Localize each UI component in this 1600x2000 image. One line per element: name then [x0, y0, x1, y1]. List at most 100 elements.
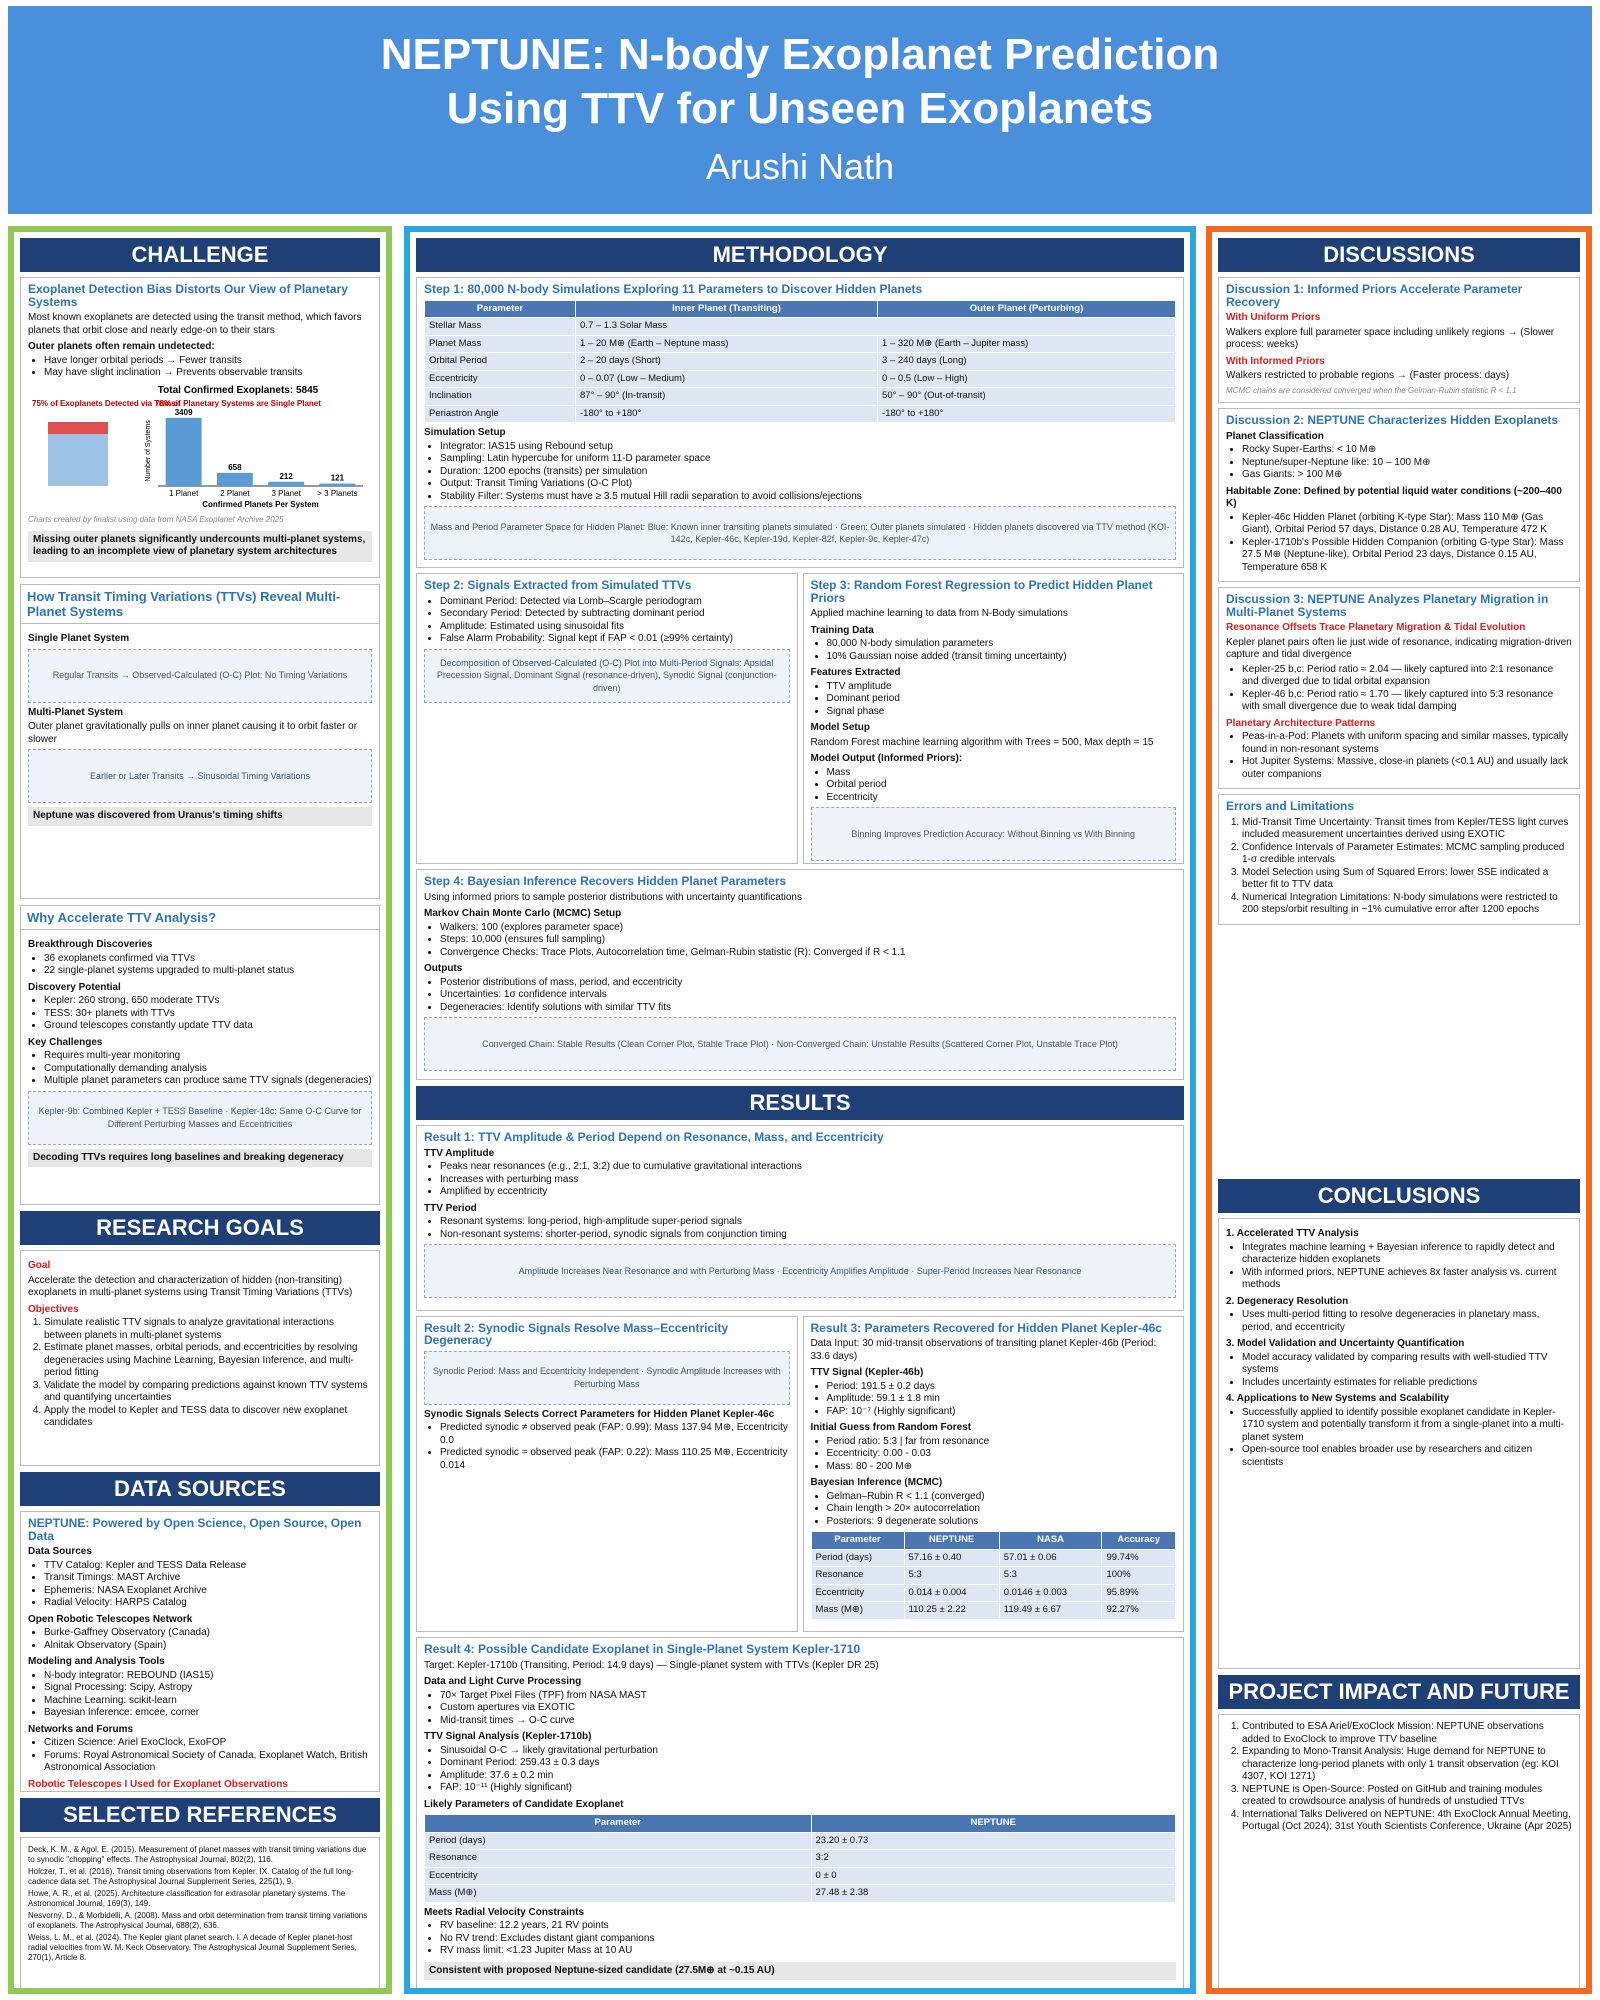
highlight-heading: Objectives — [28, 1303, 79, 1315]
list-item: Orbital period — [827, 779, 1177, 792]
x-tick-label: 1 Planet — [169, 489, 199, 498]
reference: Weiss, L. M., et al. (2024). The Kepler … — [28, 1933, 357, 1962]
table-cell: -180° to +180° — [877, 404, 1176, 423]
section: METHODOLOGY Step 1: 80,000 N-body Simulat… — [416, 238, 1184, 1080]
table-row: Period (days) 23.20 ± 0.73 — [424, 1831, 1177, 1851]
header-cell: Inner Planet (Transiting) — [575, 299, 879, 318]
list-item: Chain length > 20× autocorrelation — [827, 1503, 1177, 1516]
list: Predicted synodic ≠ observed peak (FAP: … — [424, 1422, 790, 1472]
section-body: Step 1: 80,000 N-body Simulations Explor… — [416, 272, 1184, 1080]
section-body: Contributed to ESA Ariel/ExoClock Missio… — [1218, 1709, 1580, 1988]
bar — [216, 472, 253, 486]
header-cell: NEPTUNE — [810, 1814, 1177, 1833]
list-item: Amplitude: 59.1 ± 1.8 min — [827, 1393, 1177, 1406]
list: Rocky Super-Earths: < 10 M⊕Neptune/super… — [1226, 444, 1572, 482]
section-title: DATA SOURCES — [20, 1472, 380, 1506]
list-item: Rocky Super-Earths: < 10 M⊕ — [1242, 444, 1572, 457]
highlight-heading: Resonance Offsets Trace Planetary Migrat… — [1226, 622, 1526, 633]
table-cell: 0.7 – 1.3 Solar Mass — [575, 317, 1176, 336]
figure: Mass and Period Parameter Space for Hidd… — [424, 506, 1176, 560]
list: 36 exoplanets confirmed via TTVs22 singl… — [28, 953, 372, 978]
highlight-heading: Planetary Architecture Patterns — [1226, 717, 1376, 729]
list-item: Simulate realistic TTV signals to analyz… — [44, 1317, 372, 1342]
panel-heading: Discussion 1: Informed Priors Accelerate… — [1226, 282, 1523, 309]
table-cell: 87° – 90° (In-transit) — [575, 387, 879, 406]
table-cell: 2 – 20 days (Short) — [575, 352, 879, 371]
list-item: Steps: 10,000 (ensures full sampling) — [440, 934, 1176, 947]
panel-heading: Result 2: Synodic Signals Resolve Mass–E… — [424, 1320, 729, 1348]
table-row: Eccentricity 0 – 0.07 (Low – Medium) 0 – 0… — [423, 369, 1176, 388]
callout: Decoding TTVs requires long baselines an… — [28, 1148, 372, 1167]
figure: Earlier or Later Transits → Sinusoidal T… — [28, 749, 372, 803]
list-item: 80,000 N-body simulation parameters — [827, 638, 1177, 651]
subheading: Data and Light Curve Processing — [424, 1676, 582, 1688]
subheading: Networks and Forums — [28, 1723, 134, 1735]
list: N-body integrator: REBOUND (IAS15)Signal… — [28, 1670, 372, 1720]
author: Arushi Nath — [705, 146, 895, 187]
list: Posterior distributions of mass, period,… — [424, 977, 1176, 1015]
list: Mid-Transit Time Uncertainty: Transit ti… — [1226, 817, 1572, 917]
value-label: 121 — [331, 473, 345, 482]
table-cell: Eccentricity — [423, 369, 577, 388]
table-cell: Stellar Mass — [423, 317, 577, 336]
list-item: Burke-Gaffney Observatory (Canada) — [44, 1627, 372, 1640]
list-item: Apply the model to Kepler and TESS data … — [44, 1405, 372, 1430]
list-item: Eccentricity: 0.00 - 0.03 — [827, 1448, 1177, 1461]
section-title: RESEARCH GOALS — [20, 1211, 380, 1245]
list-item: Kepler-1710b's Possible Hidden Companion… — [1242, 537, 1572, 575]
table-cell: 5:3 — [903, 1566, 1000, 1585]
panel-heading: Exoplanet Detection Bias Distorts Our Vi… — [28, 282, 348, 309]
x-tick-label: 2 Planet — [220, 489, 250, 498]
list-item: Gas Giants: > 100 M⊕ — [1242, 469, 1572, 482]
list-item: Uses multi-period fitting to resolve deg… — [1242, 1309, 1572, 1334]
bar — [268, 481, 305, 486]
panel: Single Planet System Regular Transits → O… — [20, 623, 380, 899]
list-item: Ground telescopes constantly update TTV … — [44, 1020, 372, 1033]
list-item: TTV Catalog: Kepler and TESS Data Releas… — [44, 1560, 372, 1573]
list-item: Mass — [827, 767, 1177, 780]
header-cell: Accuracy — [1101, 1531, 1176, 1550]
list-item: Integrates machine learning + Bayesian i… — [1242, 1242, 1572, 1267]
list-item: Ephemeris: NASA Exoplanet Archive — [44, 1585, 372, 1598]
paragraph: Walkers explore full parameter space inc… — [1226, 326, 1555, 351]
section-title: CONCLUSIONS — [1218, 1179, 1580, 1213]
list-item: Period ratio: 5:3 | far from resonance — [827, 1436, 1177, 1449]
list: Integrates machine learning + Bayesian i… — [1226, 1242, 1572, 1292]
section-body: Exoplanet Detection Bias Distorts Our Vi… — [20, 272, 380, 578]
panel: Step 2: Signals Extracted from Simulated… — [416, 573, 798, 864]
panel-heading: Step 1: 80,000 N-body Simulations Explor… — [424, 282, 923, 296]
list-item: Machine Learning: scikit-learn — [44, 1695, 372, 1708]
chart-title: Total Confirmed Exoplanets: 5845 — [158, 385, 319, 396]
table-row: Parameter NEPTUNE — [424, 1814, 1177, 1833]
section-body: Breakthrough Discoveries 36 exoplanets co… — [20, 929, 380, 1205]
header-cell: NASA — [998, 1531, 1103, 1550]
figure: Amplitude Increases Near Resonance and w… — [424, 1244, 1176, 1298]
subheading: Simulation Setup — [424, 427, 506, 438]
paragraph: Accelerate the detection and characteriz… — [28, 1274, 353, 1299]
paragraph: Walkers restricted to probable regions →… — [1226, 370, 1510, 381]
subheading: Breakthrough Discoveries — [28, 939, 153, 950]
poster-title: NEPTUNE: N-body Exoplanet Prediction Usi… — [380, 30, 1220, 133]
panel: Discussion 3: NEPTUNE Analyzes Planetary… — [1218, 587, 1580, 789]
list-item: Signal phase — [827, 706, 1177, 719]
chart-note: 78% of Planetary Systems are Single Plan… — [155, 399, 321, 408]
section: PROJECT IMPACT AND FUTURE Contributed to … — [1218, 1675, 1580, 1988]
table-cell: Resonance — [424, 1849, 812, 1868]
table-cell: Mass (M⊕) — [424, 1884, 812, 1903]
table-cell: 1 – 20 M⊕ (Earth – Neptune mass) — [575, 334, 879, 353]
table-cell: 1 – 320 M⊕ (Earth – Jupiter mass) — [877, 334, 1176, 353]
panel-heading: Result 3: Parameters Recovered for Hidde… — [810, 1320, 1162, 1335]
subheading: Training Data — [810, 624, 874, 636]
bar — [319, 483, 356, 486]
subheading: Open Robotic Telescopes Network — [28, 1613, 193, 1625]
highlight-heading: Robotic Telescopes I Used for Exoplanet … — [28, 1778, 288, 1790]
list: 70× Target Pixel Files (TPF) from NASA M… — [424, 1690, 1176, 1728]
reference: Deck, K. M., & Agol, E. (2015). Measurem… — [28, 1845, 367, 1864]
list-item: Dominant Period: Detected via Lomb–Scarg… — [440, 596, 790, 609]
panel: 1. Accelerated TTV Analysis Integrates ma… — [1218, 1218, 1580, 1669]
panel: Step 4: Bayesian Inference Recovers Hidd… — [416, 869, 1184, 1080]
list: Simulate realistic TTV signals to analyz… — [28, 1317, 372, 1430]
subheading: TTV Period — [424, 1202, 477, 1214]
